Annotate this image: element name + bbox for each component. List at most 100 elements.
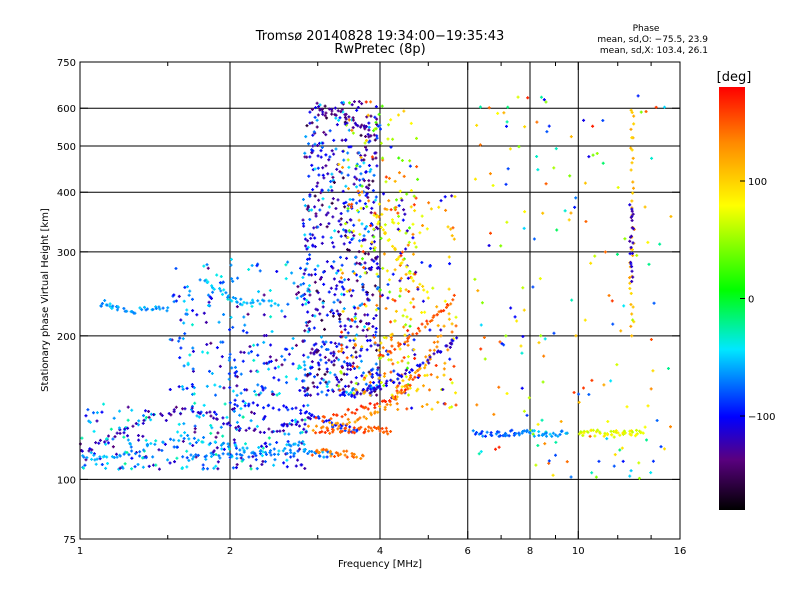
data-point (299, 294, 303, 298)
data-point (382, 252, 386, 256)
data-point (364, 417, 368, 421)
data-point (123, 427, 127, 431)
data-point (347, 203, 351, 207)
data-point (299, 283, 303, 287)
data-point (362, 158, 366, 162)
data-point (235, 300, 239, 304)
data-point (269, 359, 273, 363)
data-point (178, 356, 182, 360)
data-point (318, 208, 322, 212)
data-point (559, 419, 563, 423)
data-point (565, 460, 569, 464)
data-point (295, 296, 299, 300)
data-point (371, 179, 375, 183)
data-point (354, 343, 358, 347)
data-point (217, 454, 221, 458)
data-point (405, 192, 409, 196)
data-point (361, 387, 365, 391)
data-point (299, 411, 303, 415)
data-point (308, 293, 312, 297)
data-point (103, 299, 107, 303)
data-point (196, 438, 200, 442)
data-point (355, 408, 359, 412)
data-point (290, 407, 294, 411)
data-point (125, 451, 129, 455)
data-point (311, 149, 315, 153)
data-point (532, 434, 536, 438)
data-point (231, 389, 235, 393)
data-point (506, 167, 510, 171)
data-point (482, 336, 486, 340)
y-tick-label: 100 (57, 475, 76, 486)
data-point (339, 452, 343, 456)
data-point (637, 461, 641, 465)
data-point (321, 166, 325, 170)
data-point (309, 366, 313, 370)
data-point (415, 363, 419, 367)
data-point (181, 439, 185, 443)
data-point (535, 154, 539, 158)
data-point (393, 347, 397, 351)
data-point (202, 435, 206, 439)
data-point (391, 272, 395, 276)
data-point (248, 345, 252, 349)
data-point (477, 452, 481, 456)
data-point (95, 411, 99, 415)
data-point (631, 212, 635, 216)
data-point (347, 278, 351, 282)
data-point (254, 458, 258, 462)
data-point (344, 200, 348, 204)
data-point (142, 414, 146, 418)
data-point (629, 127, 633, 131)
data-point (338, 317, 342, 321)
data-point (453, 195, 457, 199)
x-axis-label: Frequency [MHz] (338, 559, 422, 570)
data-point (202, 264, 206, 268)
data-point (359, 156, 363, 159)
data-point (441, 388, 445, 392)
data-point (332, 300, 336, 304)
data-point (355, 164, 359, 168)
data-point (344, 229, 348, 233)
data-point (376, 366, 380, 370)
data-point (154, 439, 158, 443)
data-point (168, 388, 172, 392)
data-point (369, 224, 373, 228)
data-point (233, 371, 237, 375)
data-point (206, 280, 210, 284)
data-point (420, 310, 424, 314)
data-point (421, 384, 425, 388)
data-point (373, 403, 377, 407)
data-point (365, 192, 369, 196)
data-point (392, 380, 396, 384)
data-point (319, 223, 323, 227)
data-point (90, 448, 94, 452)
data-point (325, 260, 329, 264)
data-point (251, 455, 255, 459)
data-point (225, 415, 229, 419)
data-point (314, 342, 318, 346)
data-point (305, 324, 309, 328)
data-point (347, 229, 351, 233)
data-point (590, 471, 594, 475)
data-point (625, 405, 629, 409)
data-point (372, 259, 376, 263)
data-point (126, 426, 130, 430)
data-point (398, 294, 402, 298)
data-point (312, 415, 316, 419)
data-point (630, 312, 634, 316)
data-point (650, 156, 654, 160)
data-point (527, 430, 531, 434)
data-point (327, 222, 331, 226)
data-point (479, 450, 483, 454)
data-point (122, 431, 126, 435)
data-point (239, 391, 243, 395)
data-point (337, 358, 341, 362)
data-point (364, 405, 368, 409)
data-point (168, 337, 172, 341)
data-point (479, 323, 483, 327)
data-point (314, 212, 318, 216)
data-point (522, 429, 526, 433)
data-point (367, 370, 371, 374)
data-point (247, 351, 251, 355)
